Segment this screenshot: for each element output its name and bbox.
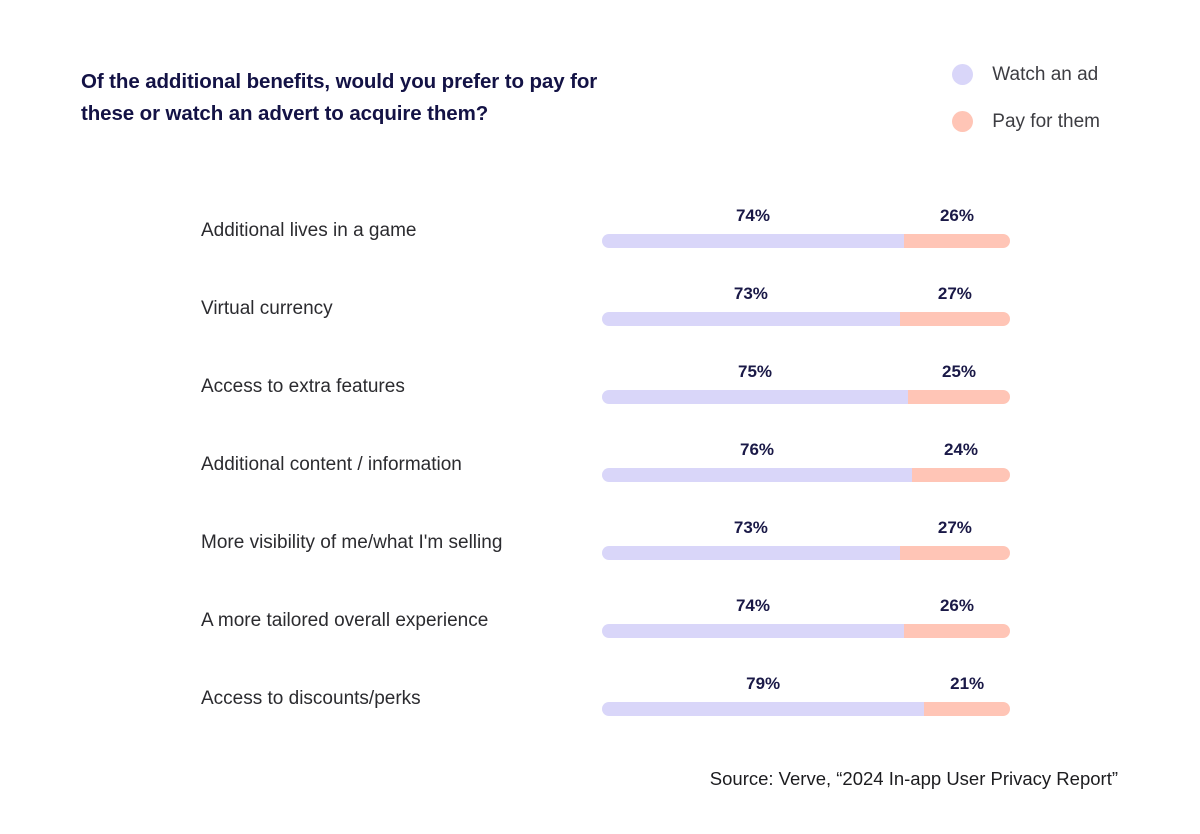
category-label: A more tailored overall experience xyxy=(201,610,489,631)
stacked-bar[interactable] xyxy=(602,624,1010,638)
value-label-pay-for-them: 24% xyxy=(944,440,979,459)
bar-segment-watch-an-ad[interactable] xyxy=(602,702,925,716)
value-label-layer: 73% 27% xyxy=(602,516,1010,540)
stacked-bar[interactable] xyxy=(602,234,1010,248)
table-row: More visibility of me/what I'm selling 7… xyxy=(0,508,1200,586)
legend-swatch-icon-watch-an-ad xyxy=(952,64,974,85)
category-label: Access to discounts/perks xyxy=(201,688,421,709)
legend-label-pay-for-them: Pay for them xyxy=(992,111,1100,132)
bar-segment-watch-an-ad[interactable] xyxy=(602,234,904,248)
page-title: Of the additional benefits, would you pr… xyxy=(81,66,731,130)
bar-segment-pay-for-them[interactable] xyxy=(908,390,1010,404)
value-label-pay-for-them: 27% xyxy=(937,518,972,537)
bar-segment-pay-for-them[interactable] xyxy=(903,624,1010,638)
bar-segment-pay-for-them[interactable] xyxy=(903,234,1010,248)
value-label-pay-for-them: 26% xyxy=(939,596,974,615)
value-label-layer: 74% 26% xyxy=(602,204,1010,228)
value-label-watch-an-ad: 73% xyxy=(733,284,768,303)
stacked-bar[interactable] xyxy=(602,468,1010,482)
bar-segment-watch-an-ad[interactable] xyxy=(602,468,913,482)
value-label-watch-an-ad: 76% xyxy=(740,440,775,459)
bar-segment-pay-for-them[interactable] xyxy=(899,312,1010,326)
category-label: Additional lives in a game xyxy=(201,220,417,241)
chart-legend: Watch an ad Pay for them xyxy=(952,64,1100,132)
table-row: Access to extra features 75% 25% xyxy=(0,352,1200,430)
legend-item-pay-for-them[interactable]: Pay for them xyxy=(952,111,1100,132)
bar-segment-watch-an-ad[interactable] xyxy=(602,546,900,560)
chart-header: Of the additional benefits, would you pr… xyxy=(0,0,1200,170)
bar-segment-watch-an-ad[interactable] xyxy=(602,312,900,326)
bar-segment-watch-an-ad[interactable] xyxy=(602,624,904,638)
legend-swatch-icon-pay-for-them xyxy=(952,111,974,132)
stacked-bar[interactable] xyxy=(602,546,1010,560)
table-row: Access to discounts/perks 79% 21% xyxy=(0,664,1200,742)
value-label-watch-an-ad: 75% xyxy=(737,362,773,381)
bar-segment-pay-for-them[interactable] xyxy=(912,468,1010,482)
source-caption: Source: Verve, “2024 In-app User Privacy… xyxy=(709,768,1118,789)
stacked-bar[interactable] xyxy=(602,390,1010,404)
bar-segment-pay-for-them[interactable] xyxy=(924,702,1010,716)
legend-item-watch-an-ad[interactable]: Watch an ad xyxy=(952,64,1098,85)
stacked-bar[interactable] xyxy=(602,702,1010,716)
table-row: Additional lives in a game 74% 26% xyxy=(0,196,1200,274)
page-title-line-2: these or watch an advert to acquire them… xyxy=(81,102,489,125)
page-title-line-1: Of the additional benefits, would you pr… xyxy=(81,70,598,93)
table-row: Additional content / information 76% 24% xyxy=(0,430,1200,508)
value-label-layer: 79% 21% xyxy=(602,672,1010,696)
value-label-pay-for-them: 26% xyxy=(939,206,974,225)
value-label-watch-an-ad: 74% xyxy=(735,206,770,225)
category-label: Additional content / information xyxy=(201,454,462,475)
table-row: Virtual currency 73% 27% xyxy=(0,274,1200,352)
stacked-bar[interactable] xyxy=(602,312,1010,326)
value-label-layer: 73% 27% xyxy=(602,282,1010,306)
value-label-pay-for-them: 27% xyxy=(937,284,972,303)
value-label-layer: 75% 25% xyxy=(602,360,1010,384)
category-label: More visibility of me/what I'm selling xyxy=(201,532,503,553)
value-label-watch-an-ad: 73% xyxy=(733,518,768,537)
legend-label-watch-an-ad: Watch an ad xyxy=(992,64,1099,85)
bar-segment-pay-for-them[interactable] xyxy=(899,546,1010,560)
category-label: Access to extra features xyxy=(201,376,405,397)
category-label: Virtual currency xyxy=(201,298,333,319)
table-row: A more tailored overall experience 74% 2… xyxy=(0,586,1200,664)
value-label-layer: 74% 26% xyxy=(602,594,1010,618)
value-label-watch-an-ad: 79% xyxy=(746,674,781,693)
value-label-layer: 76% 24% xyxy=(602,438,1010,462)
value-label-pay-for-them: 25% xyxy=(941,362,977,381)
value-label-pay-for-them: 21% xyxy=(950,674,985,693)
bar-segment-watch-an-ad[interactable] xyxy=(602,390,908,404)
chart-plot-area: Additional lives in a game 74% 26% Virtu… xyxy=(0,196,1200,742)
value-label-watch-an-ad: 74% xyxy=(735,596,770,615)
